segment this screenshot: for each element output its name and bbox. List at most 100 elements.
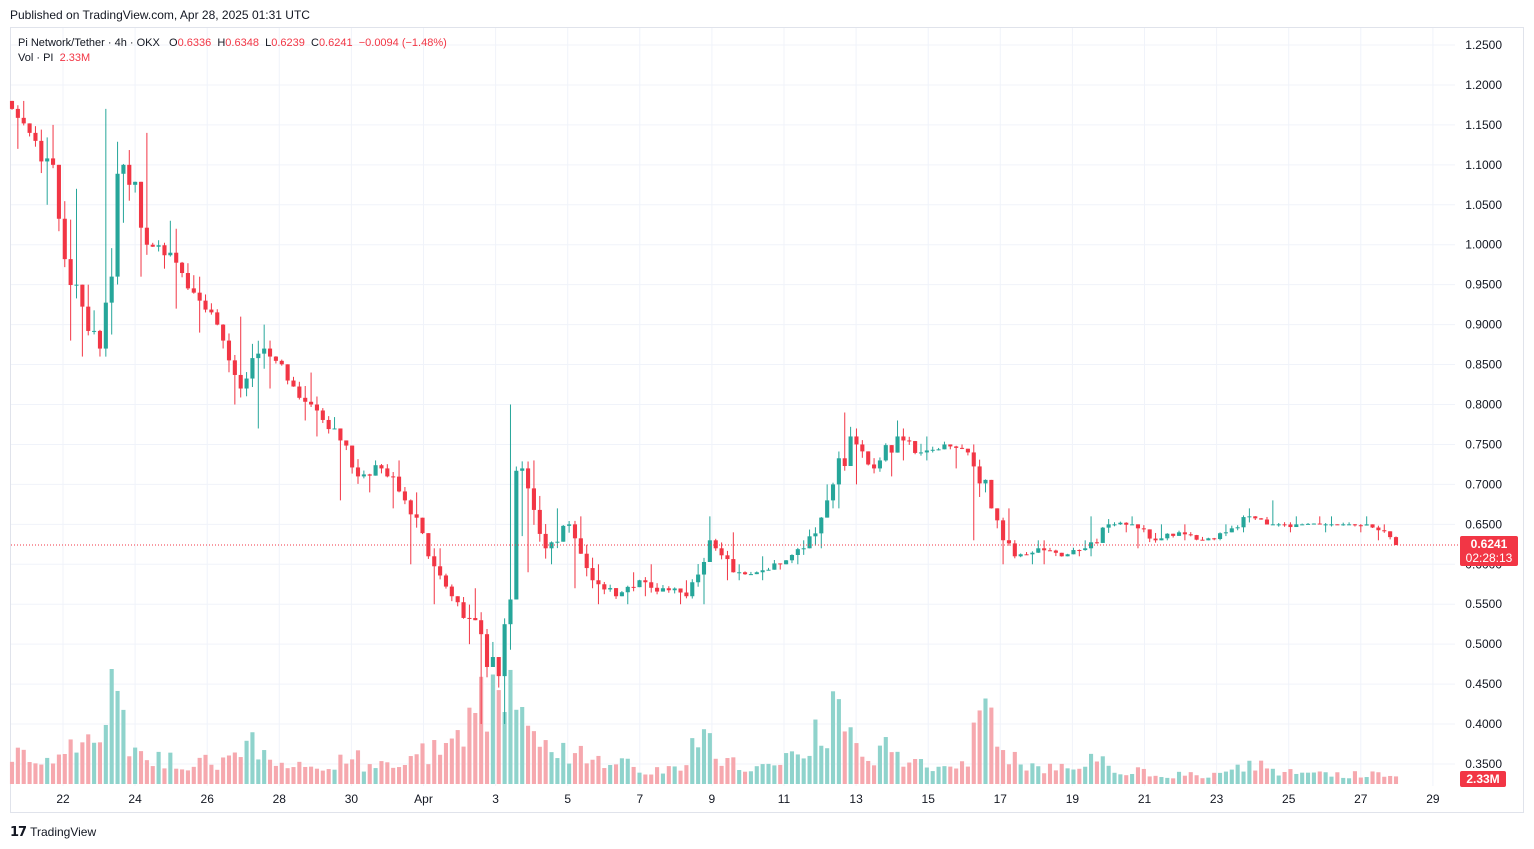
candle-body — [526, 468, 531, 489]
volume-bar — [1006, 764, 1012, 784]
candle-body — [954, 446, 959, 448]
candle-body — [649, 582, 654, 588]
candle-body — [127, 164, 132, 185]
volume-bar — [631, 766, 636, 784]
volume-bar — [461, 746, 466, 784]
candle-body — [1176, 532, 1182, 536]
candle-body — [215, 312, 220, 325]
candle-body — [742, 572, 748, 575]
symbol-label: Pi Network/Tether · 4h · OKX — [18, 37, 160, 49]
volume-bar — [121, 709, 126, 784]
footer-brand[interactable]: 𝟭𝟳 TradingView — [10, 824, 96, 840]
candle-body — [537, 509, 542, 534]
candle-body — [156, 245, 161, 247]
volume-bar — [1218, 772, 1223, 784]
candle-body — [1253, 516, 1258, 519]
volume-bar — [854, 743, 859, 784]
volume-bar — [1382, 776, 1387, 784]
candle-body — [162, 245, 167, 256]
volume-bar — [725, 758, 730, 784]
volume-bar — [209, 764, 214, 784]
candle-body — [355, 467, 361, 477]
countdown-label: 02:28:13 — [1466, 551, 1513, 565]
candle-body — [1006, 540, 1012, 544]
volume-bar — [1388, 775, 1393, 784]
candle-body — [150, 244, 155, 247]
volume-bar — [1294, 773, 1299, 784]
candle-body — [825, 500, 830, 518]
volume-bar — [244, 740, 249, 784]
candle-body — [1065, 554, 1070, 557]
volume-bar — [15, 747, 20, 784]
volume-bar — [80, 742, 85, 784]
volume-row: Vol · PI 2.33M — [18, 51, 447, 66]
candle-body — [1100, 527, 1105, 543]
candle-body — [133, 181, 138, 185]
candle-body — [449, 586, 454, 597]
candle-body — [1335, 524, 1340, 526]
candle-body — [1053, 550, 1058, 553]
candle-body — [273, 356, 278, 361]
candle-body — [1329, 524, 1334, 526]
candle-body — [385, 468, 390, 477]
candle-body — [109, 276, 114, 303]
candle-body — [68, 259, 73, 286]
volume-bar — [1030, 763, 1035, 784]
volume-bar — [62, 754, 67, 784]
chart-frame — [10, 27, 1524, 813]
candle-body — [443, 575, 449, 587]
volume-bar — [918, 759, 924, 784]
volume-bar — [1317, 771, 1322, 784]
candle-body — [942, 444, 947, 450]
volume-bar — [1106, 765, 1111, 784]
candle-body — [1194, 535, 1199, 540]
volume-bar — [361, 771, 366, 784]
volume-bar — [39, 764, 44, 784]
candle-body — [1165, 533, 1170, 539]
candle-body — [320, 410, 325, 420]
volume-bar — [1229, 769, 1234, 784]
candle-body — [396, 476, 402, 492]
candle-body — [1376, 527, 1381, 531]
x-tick-label: 25 — [1282, 792, 1296, 806]
volume-bar — [1212, 772, 1217, 784]
candle-body — [1159, 538, 1164, 541]
volume-bar — [350, 759, 355, 784]
candle-body — [402, 491, 407, 501]
candle-body — [655, 587, 660, 592]
volume-bar — [784, 753, 789, 784]
volume-bar — [842, 731, 847, 784]
candle-body — [989, 479, 994, 509]
x-tick-label: 13 — [849, 792, 863, 806]
candle-body — [514, 470, 519, 600]
volume-bar — [1188, 772, 1193, 784]
candle-body — [784, 560, 789, 565]
candle-body — [1247, 516, 1252, 518]
candle-body — [285, 364, 290, 381]
volume-bar — [1042, 773, 1047, 784]
volume-bar — [655, 767, 660, 784]
volume-bar — [959, 761, 965, 784]
volume-bar — [889, 752, 894, 784]
volume-bar — [748, 771, 753, 784]
candle-body — [561, 525, 566, 542]
volume-bar — [402, 765, 407, 784]
candle-body — [221, 324, 226, 341]
candle-body — [21, 117, 26, 124]
volume-bar — [549, 752, 554, 784]
low-value: 0.6239 — [271, 37, 305, 49]
volume-bar — [907, 762, 912, 784]
volume-badge-label: 2.33M — [1466, 772, 1499, 786]
volume-bar — [625, 758, 630, 784]
volume-bar — [33, 763, 38, 784]
volume-bar — [414, 754, 419, 784]
volume-bar — [1176, 771, 1182, 784]
volume-bar — [719, 765, 724, 784]
candle-body — [50, 158, 56, 165]
volume-bar — [760, 764, 765, 784]
candle-body — [338, 428, 343, 441]
volume-bar — [772, 765, 777, 784]
candle-body — [121, 164, 126, 174]
volume-bar — [1124, 775, 1129, 784]
